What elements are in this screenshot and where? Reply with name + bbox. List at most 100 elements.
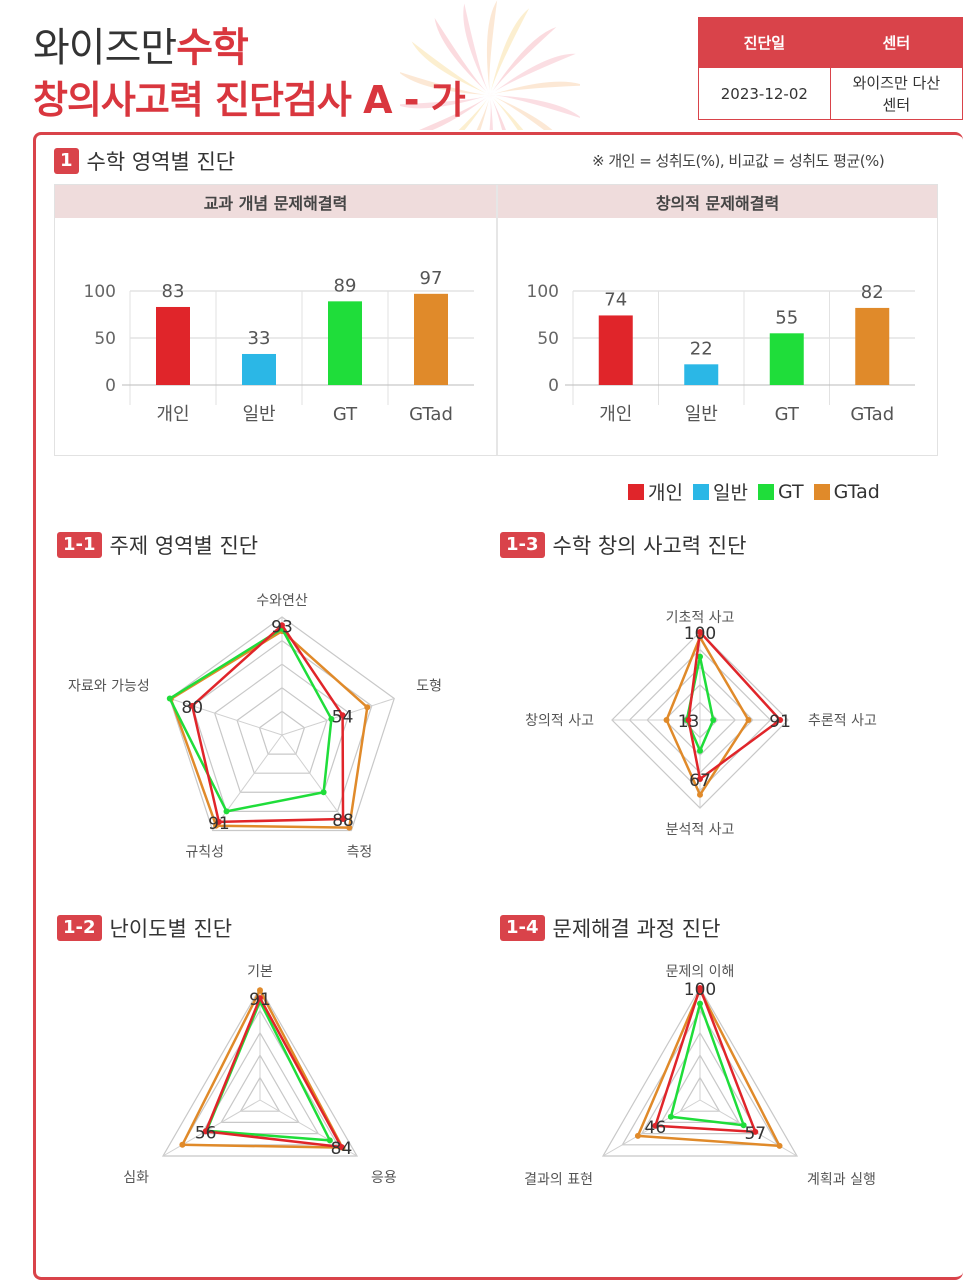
radar-point <box>697 747 703 754</box>
bar-value-label: 83 <box>162 281 185 302</box>
bar-value-label: 89 <box>334 275 357 296</box>
radar-point <box>740 1122 747 1129</box>
radar-axis-label: 응용 <box>371 1170 397 1186</box>
radar-spoke <box>162 1099 261 1157</box>
legend-swatch <box>757 483 774 500</box>
radar-series-line <box>168 627 333 813</box>
bar-value-label: 22 <box>690 338 713 359</box>
brand-name: 와이즈만 <box>33 25 177 71</box>
bar-chart-1: 0 50 100 83 개인 33 일반 89 GT 97 GTad <box>84 268 474 425</box>
radar-point <box>697 653 703 660</box>
legend-label: GT <box>777 480 804 503</box>
radar-axis-label: 결과의 표현 <box>524 1172 593 1188</box>
radar-point <box>745 717 752 723</box>
radar-grid-ring <box>213 663 351 793</box>
bar <box>769 333 804 385</box>
radar-value-label: 93 <box>271 617 293 637</box>
radar-point <box>634 1132 641 1139</box>
bar-category-label: GT <box>775 404 800 425</box>
legend-label: GTad <box>833 480 880 503</box>
date-header: 진단일 <box>698 17 831 68</box>
radar-series-line <box>654 986 757 1134</box>
radar-point <box>697 791 703 798</box>
bar-value-label: 33 <box>248 328 271 349</box>
bar <box>855 307 890 385</box>
radar-point <box>179 1141 186 1148</box>
radar-value-label: 91 <box>208 814 230 834</box>
radar-point <box>257 995 263 1002</box>
bar <box>242 353 276 385</box>
radar-point <box>697 985 703 991</box>
radar-axis-label: 심화 <box>123 1170 149 1186</box>
bar-value-label: 74 <box>604 289 627 310</box>
legend: 개인 일반 GT GTad <box>628 478 890 505</box>
bar-y-tick: 50 <box>537 329 559 349</box>
bar-chart-2: 0 50 100 74 개인 22 일반 55 GT 82 GTad <box>527 282 915 425</box>
bar-chart-2-title: 창의적 문제해결력 <box>498 185 937 218</box>
radar-axis-label: 문제의 이해 <box>666 964 735 980</box>
radar-spoke <box>212 734 283 831</box>
legend-item-individual: 개인 <box>628 478 683 505</box>
radar-spoke <box>602 1099 701 1157</box>
radar-value-label: 54 <box>332 707 354 727</box>
radar-series-line <box>190 624 345 824</box>
section-1-3-label: 수학 창의 사고력 진단 <box>552 534 747 558</box>
radar-value-label: 13 <box>678 712 700 732</box>
radar-point <box>339 712 346 719</box>
section-1-badge: 1 <box>54 148 79 174</box>
section-1-3-badge: 1-3 <box>500 532 545 558</box>
radar-axis-label: 도형 <box>416 679 442 695</box>
radar-point <box>279 622 285 629</box>
radar-point <box>189 702 196 709</box>
pinwheel-logo-icon <box>400 0 580 130</box>
radar-value-label: 56 <box>195 1123 217 1143</box>
section-1-2-title: 1-2 난이도별 진단 <box>57 913 232 943</box>
radar-axis-label: 분석적 사고 <box>666 822 735 838</box>
section-1-3-title: 1-3 수학 창의 사고력 진단 <box>500 530 746 560</box>
section-1-1-title: 1-1 주제 영역별 진단 <box>57 530 258 560</box>
section-1-2-badge: 1-2 <box>57 915 102 941</box>
report-panel <box>33 132 963 1280</box>
radar-axis-label: 추론적 사고 <box>808 713 877 729</box>
radar-spoke <box>169 698 283 736</box>
radar-point <box>223 808 230 815</box>
radar-spoke <box>281 698 395 736</box>
legend-item-gtad: GTad <box>813 480 880 503</box>
bar-category-label: GTad <box>409 404 453 425</box>
legend-label: 개인 <box>648 482 683 504</box>
radar-value-label: 100 <box>684 624 716 644</box>
date-value: 2023-12-02 <box>698 67 831 120</box>
bar-value-label: 97 <box>420 268 443 289</box>
bar-value-label: 82 <box>861 282 884 303</box>
radar-value-label: 67 <box>689 771 711 791</box>
bar-y-tick: 100 <box>84 282 116 302</box>
radar-axis-label: 수와연산 <box>256 593 308 609</box>
report-subtitle: 창의사고력 진단검사 A - 가 <box>33 78 466 122</box>
radar-point <box>215 818 222 825</box>
report-header: 와이즈만수학 창의사고력 진단검사 A - 가 진단일 센터 2023-12-0… <box>0 0 963 130</box>
radar-point <box>338 1144 345 1151</box>
center-value: 와이즈만 다산 센터 <box>829 67 963 120</box>
radar-axis-label: 자료와 가능성 <box>68 679 150 695</box>
radar-grid-ring <box>236 687 328 774</box>
score-note: ※ 개인 = 성취도(%), 비교값 = 성취도 평균(%) <box>592 152 885 170</box>
radar-point <box>364 704 371 711</box>
center-value-line1: 와이즈만 다산 <box>852 73 941 92</box>
radar-value-label: 57 <box>744 1124 766 1144</box>
radar-grid-ring <box>161 986 359 1157</box>
radar-grid-ring <box>220 1053 300 1123</box>
legend-item-general: 일반 <box>692 478 748 505</box>
bar-chart-1-title: 교과 개념 문제해결력 <box>55 185 496 218</box>
radar-series-line <box>636 988 781 1148</box>
radar-value-label: 80 <box>181 698 203 718</box>
radar-axis-label: 창의적 사고 <box>525 713 594 729</box>
bar <box>328 301 362 385</box>
radar-point <box>326 1137 333 1144</box>
bar-divider <box>496 185 498 455</box>
radar-point <box>328 715 335 722</box>
radar-grid-ring <box>200 1031 320 1135</box>
legend-label: 일반 <box>712 482 748 504</box>
bar-category-label: 일반 <box>685 404 718 425</box>
